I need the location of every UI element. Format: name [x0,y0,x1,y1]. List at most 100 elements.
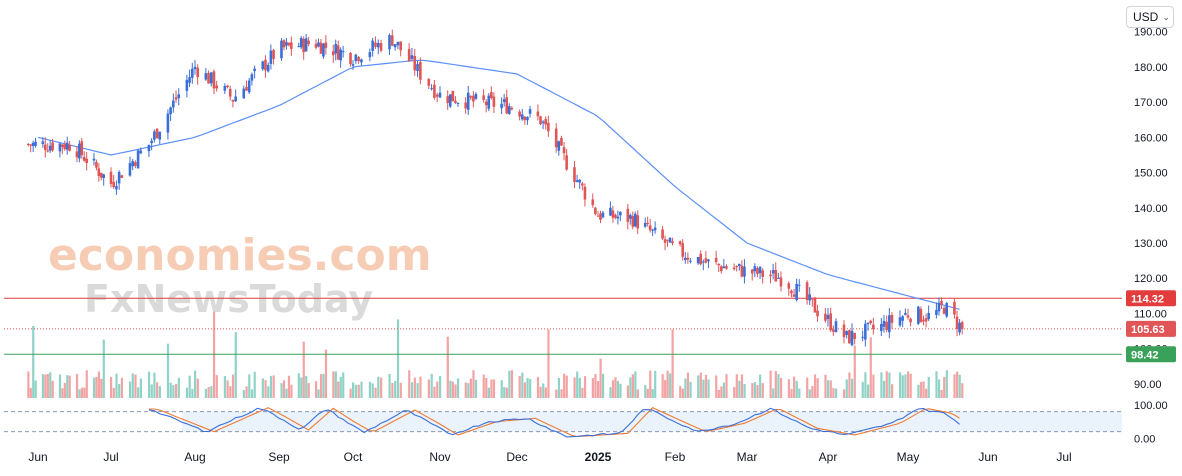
volume-bar [112,387,115,398]
volume-bar [646,388,649,398]
volume-bar [34,380,37,398]
volume-bar [97,371,101,398]
candle-body [272,50,275,60]
volume-bar [253,371,256,398]
volume-bar [753,382,757,398]
candle-body [482,95,485,100]
candle-body [46,150,50,152]
volume-bar [909,373,912,398]
candle-body [153,131,156,140]
volume-bar [798,388,801,398]
volume-bar [503,387,506,398]
volume-bar [560,389,563,398]
candle-body [188,77,191,83]
volume-bar [158,386,161,398]
volume-bar [464,382,467,398]
volume-bar [917,384,920,398]
candle-body [619,211,622,216]
volume-bar [922,381,925,398]
candle-body [769,274,772,277]
candle-body [904,313,907,315]
volume-bar [581,387,584,398]
x-tick-label: Jun [978,450,997,464]
currency-select[interactable]: USD ⌄ [1126,6,1174,28]
volume-bar [505,387,508,398]
candle-body [158,131,162,140]
candle-body [594,207,597,215]
candle-body [317,42,320,47]
volume-bar [27,371,30,398]
candle-body [102,174,105,178]
candle-body [808,294,812,301]
candle-body [336,45,340,60]
volume-bar [115,373,118,398]
y-tick-label: 130.00 [1134,238,1168,250]
candle-body [735,266,739,268]
candle-body [446,96,449,104]
volume-bar [666,370,669,398]
volume-bar [131,373,134,398]
volume-bar [681,388,684,398]
candle-body [247,80,251,93]
candle-body [565,155,568,170]
candle-body [349,52,352,65]
candle-body [774,269,778,282]
volume-bar [769,370,772,398]
candle-body [689,260,692,262]
volume-bar [371,383,374,398]
candle-body [302,38,305,53]
candle-body [115,185,118,190]
y-tick-label: 120.00 [1134,273,1168,285]
volume-bar [269,375,273,398]
candle-body [34,141,37,146]
candle-body [732,267,736,270]
candle-body [304,38,308,52]
volume-bar [41,374,45,398]
candle-body [609,207,612,216]
volume-bar [824,374,827,398]
volume-bar [853,345,856,398]
volume-bar [738,380,741,398]
candle-body [128,163,132,176]
volume-bar [644,384,647,398]
volume-bar [547,329,550,398]
candle-body [646,222,649,224]
candle-body [48,145,52,151]
volume-bar [410,382,414,398]
candle-body [779,277,783,287]
volume-bar [664,380,667,398]
volume-bar [339,376,342,398]
candle-body [935,310,938,315]
candle-body [666,239,669,241]
candle-body [448,94,452,107]
candle-body [824,313,827,321]
volume-bar [396,319,400,398]
volume-bar [185,387,189,398]
candle-body [435,94,439,97]
volume-bar [150,384,153,398]
volume-bar [388,373,391,398]
candle-body [919,308,923,323]
volume-bar [851,378,854,398]
x-tick-label: Sep [268,450,290,464]
candle-body [331,51,335,56]
candle-body [596,215,600,217]
volume-bar [196,378,199,398]
candle-body [65,142,69,150]
x-tick-label: Aug [184,450,205,464]
volume-bar [619,383,622,398]
volume-bar [761,383,764,398]
volume-bar [215,375,218,398]
candle-body [351,64,355,66]
candle-body [790,290,793,294]
volume-bar [63,382,66,398]
volume-bar [194,370,197,398]
candle-body [811,297,814,300]
candle-body [601,212,605,218]
y-tick-label: 170.00 [1134,97,1168,109]
volume-bar [927,376,930,398]
candle-body [297,46,301,48]
volume-bar [128,381,132,398]
candle-body [58,143,62,152]
